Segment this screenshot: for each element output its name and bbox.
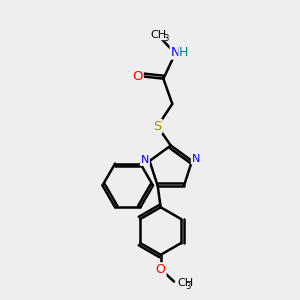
Text: N: N — [171, 46, 180, 59]
Text: O: O — [132, 70, 143, 83]
Text: 3: 3 — [164, 34, 169, 43]
Text: S: S — [153, 120, 162, 133]
Text: N: N — [192, 154, 200, 164]
Text: O: O — [156, 263, 166, 276]
Text: N: N — [141, 155, 149, 165]
Text: CH: CH — [151, 30, 167, 40]
Text: H: H — [179, 46, 188, 59]
Text: 3: 3 — [186, 282, 191, 291]
Text: CH: CH — [178, 278, 194, 288]
